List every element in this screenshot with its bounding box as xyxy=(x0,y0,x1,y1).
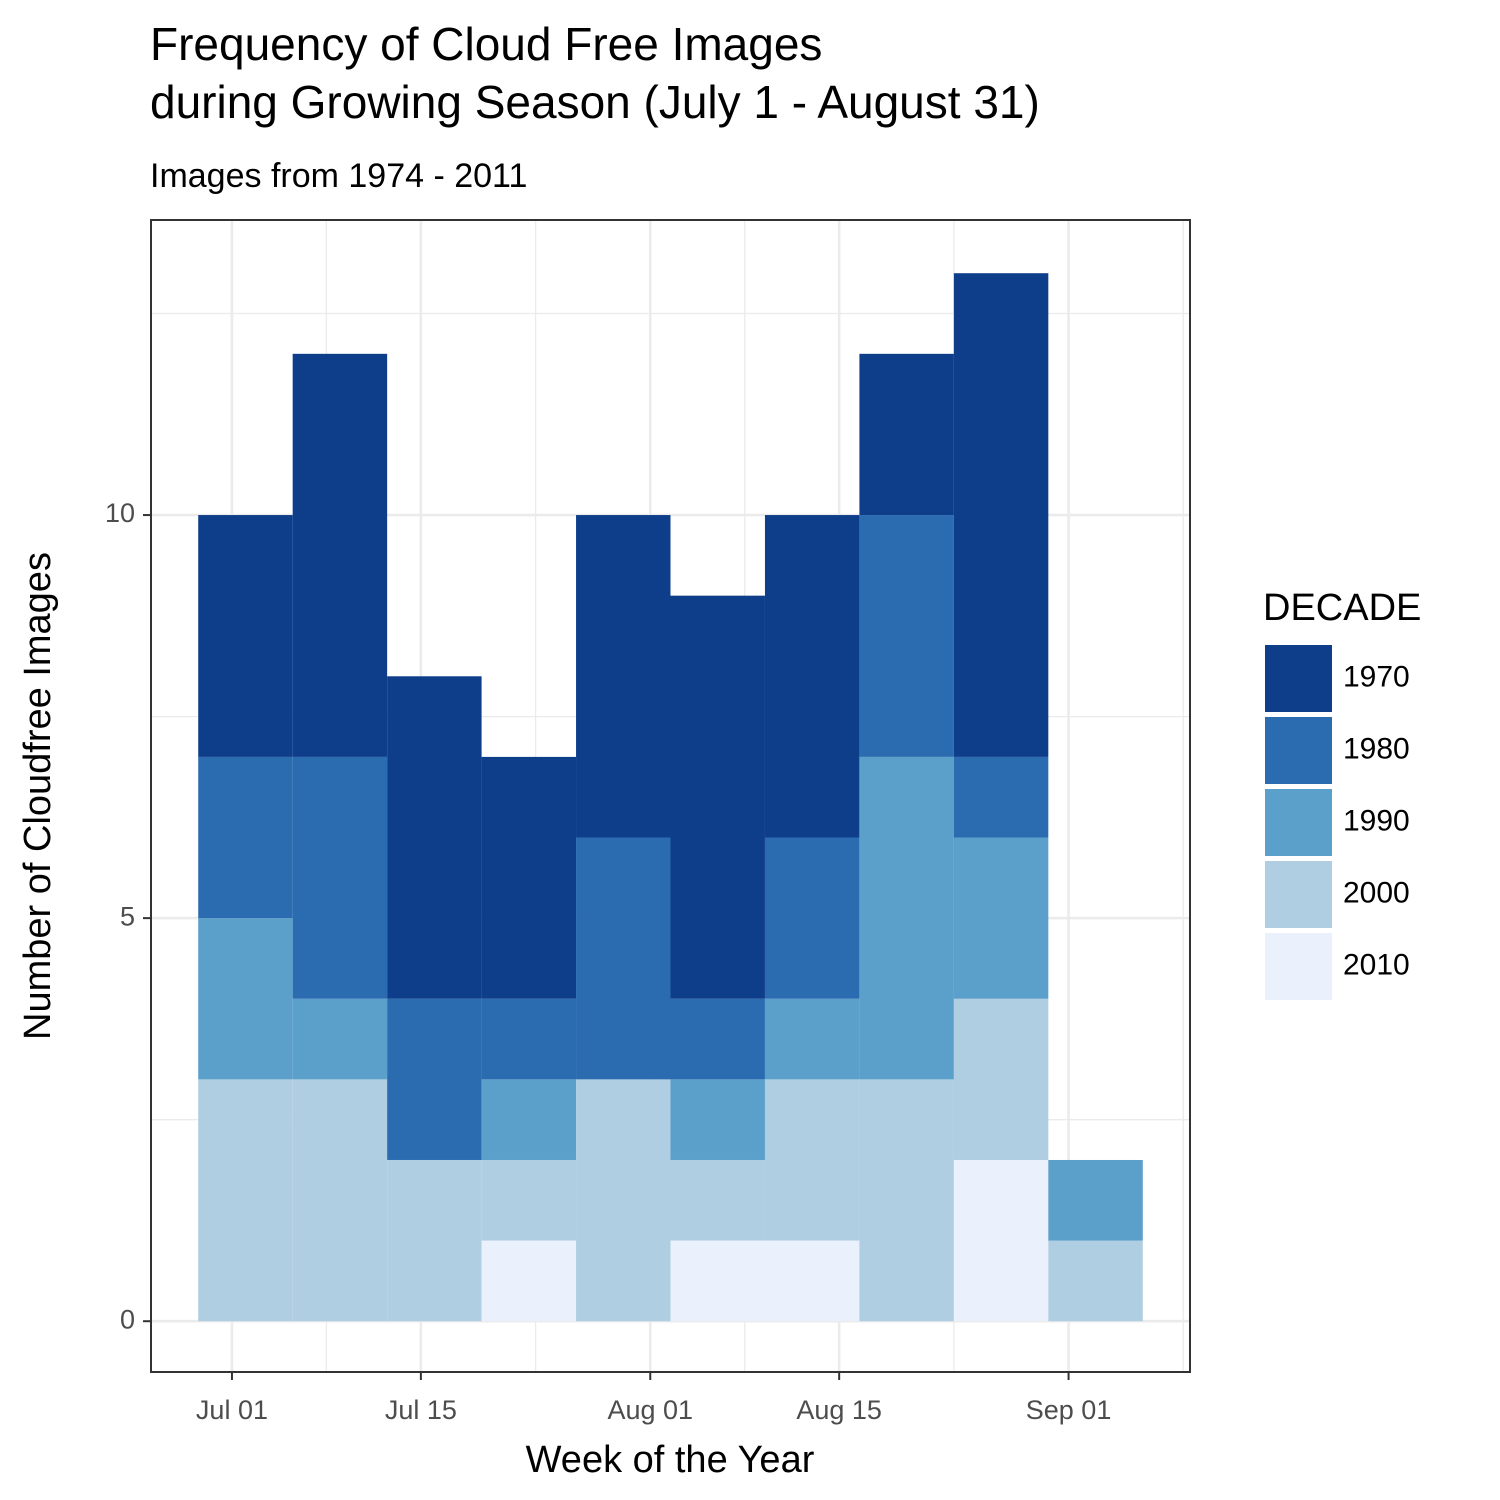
bar-segment xyxy=(481,756,577,999)
bar-segment xyxy=(764,837,860,999)
legend-key xyxy=(1265,789,1332,856)
bar-segment xyxy=(670,1159,765,1241)
y-tick-label: 5 xyxy=(120,901,135,931)
bar-segment xyxy=(859,756,954,1080)
bar-segment xyxy=(198,1079,293,1322)
bar-segment xyxy=(198,515,293,757)
x-tick-label: Aug 15 xyxy=(796,1395,882,1425)
bar-segment xyxy=(670,595,765,999)
bar-segment xyxy=(953,273,1049,757)
bar-segment xyxy=(387,676,482,999)
x-tick-label: Aug 01 xyxy=(607,1395,693,1425)
x-tick-label: Jul 15 xyxy=(385,1395,457,1425)
x-tick-label: Jul 01 xyxy=(196,1395,268,1425)
bar-segment xyxy=(953,837,1049,999)
legend-label: 2010 xyxy=(1343,948,1410,981)
bar-segment xyxy=(953,1159,1049,1322)
legend-key xyxy=(1265,861,1332,928)
plot-border xyxy=(150,219,1191,1373)
bar-segment xyxy=(670,1079,765,1160)
bar-segment xyxy=(576,837,671,1080)
bar-segment xyxy=(859,1079,954,1322)
bar-segment xyxy=(387,1159,482,1322)
bar-segment xyxy=(576,1079,671,1322)
legend-key xyxy=(1265,645,1332,712)
x-axis-title: Week of the Year xyxy=(526,1439,815,1481)
bar-segment xyxy=(481,1079,577,1160)
y-tick-label: 10 xyxy=(105,498,135,528)
bar-segment xyxy=(764,515,860,838)
chart-subtitle: Images from 1974 - 2011 xyxy=(150,157,527,195)
bar-segment xyxy=(1048,1240,1143,1322)
bar-segment xyxy=(292,998,388,1080)
bar-segment xyxy=(198,756,293,919)
legend-title: DECADE xyxy=(1263,587,1421,629)
chart-title: during Growing Season (July 1 - August 3… xyxy=(150,76,1040,128)
bar-segment xyxy=(292,1079,388,1322)
bar-segment xyxy=(764,998,860,1080)
legend-label: 1970 xyxy=(1343,660,1410,693)
chart-title: Frequency of Cloud Free Images xyxy=(150,18,822,70)
bar-segment xyxy=(292,756,388,999)
x-tick-label: Sep 01 xyxy=(1026,1395,1112,1425)
y-axis-title: Number of Cloudfree Images xyxy=(17,552,59,1040)
bar-segment xyxy=(859,515,954,757)
bar-segment xyxy=(481,1159,577,1241)
bar-segment xyxy=(670,1240,765,1322)
legend-key xyxy=(1265,717,1332,784)
bar-segment xyxy=(670,998,765,1080)
legend-label: 2000 xyxy=(1343,876,1410,909)
bar-segment xyxy=(1048,1159,1143,1241)
legend-label: 1980 xyxy=(1343,732,1410,765)
bar-segment xyxy=(953,756,1049,838)
bar-segment xyxy=(953,998,1049,1160)
bar-segment xyxy=(576,515,671,838)
bar-segment xyxy=(764,1240,860,1322)
bar-segment xyxy=(387,998,482,1160)
bar-segment xyxy=(859,353,954,516)
y-tick-label: 0 xyxy=(120,1304,135,1334)
bar-segment xyxy=(481,998,577,1080)
bar-segment xyxy=(764,1079,860,1241)
bar-segment xyxy=(481,1240,577,1322)
bar-segment xyxy=(198,918,293,1080)
legend-key xyxy=(1265,933,1332,1000)
bar-segment xyxy=(292,353,388,757)
legend-label: 1990 xyxy=(1343,804,1410,837)
